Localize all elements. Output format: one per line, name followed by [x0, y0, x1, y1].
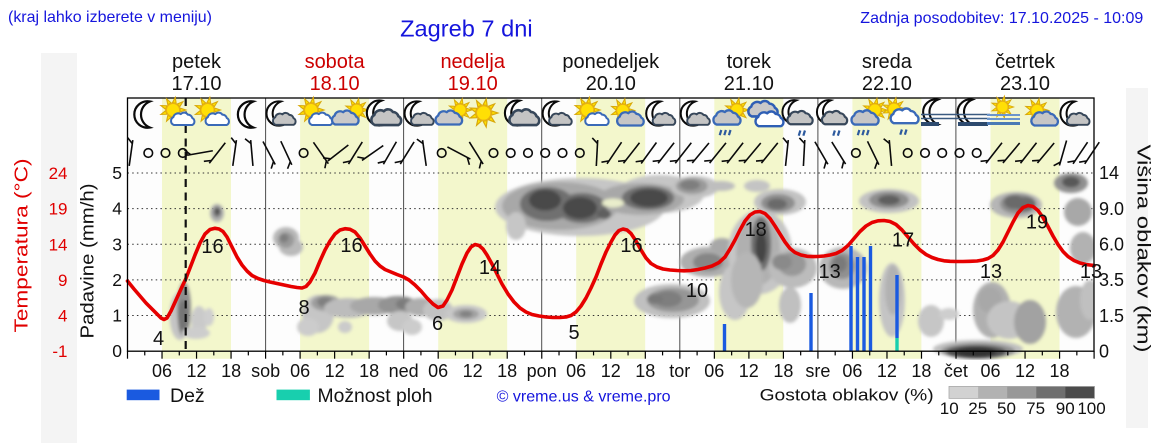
svg-text:18: 18	[359, 361, 379, 381]
svg-text:sre: sre	[805, 361, 830, 381]
svg-text:torek: torek	[727, 51, 772, 73]
svg-text:sreda: sreda	[862, 51, 913, 73]
svg-text:sob: sob	[251, 361, 280, 381]
svg-text:Gostota oblakov (%): Gostota oblakov (%)	[760, 386, 934, 405]
svg-text:sobota: sobota	[305, 51, 366, 73]
svg-text:13: 13	[818, 261, 840, 283]
svg-text:18.10: 18.10	[310, 73, 360, 95]
svg-text:6: 6	[432, 313, 443, 335]
svg-text:16: 16	[620, 235, 642, 257]
svg-text:12: 12	[463, 361, 483, 381]
svg-text:Temperatura (°C): Temperatura (°C)	[11, 159, 32, 333]
svg-text:17.10: 17.10	[171, 73, 221, 95]
svg-text:četrtek: četrtek	[995, 51, 1056, 73]
svg-text:8: 8	[298, 297, 309, 319]
svg-text:-1: -1	[52, 342, 67, 361]
svg-text:Višina oblakov (km): Višina oblakov (km)	[1134, 145, 1152, 353]
svg-text:06: 06	[980, 361, 1000, 381]
svg-text:6.0: 6.0	[1099, 235, 1124, 255]
svg-text:75: 75	[1026, 399, 1045, 418]
svg-text:06: 06	[704, 361, 724, 381]
svg-text:18: 18	[773, 361, 793, 381]
svg-text:4: 4	[153, 328, 164, 350]
svg-text:24: 24	[49, 164, 68, 183]
svg-text:Dež: Dež	[170, 385, 205, 407]
svg-text:9.0: 9.0	[1099, 199, 1124, 219]
svg-text:18: 18	[745, 219, 767, 241]
svg-text:18: 18	[635, 361, 655, 381]
svg-text:12: 12	[1015, 361, 1035, 381]
svg-text:5: 5	[112, 163, 122, 183]
svg-text:10: 10	[686, 280, 708, 302]
svg-text:12: 12	[877, 361, 897, 381]
svg-text:13: 13	[1080, 261, 1102, 283]
svg-text:Padavine (mm/h): Padavine (mm/h)	[77, 184, 98, 339]
svg-text:16: 16	[340, 235, 362, 257]
svg-text:10: 10	[940, 399, 959, 418]
svg-text:1: 1	[112, 306, 122, 326]
svg-text:Zagreb 7 dni: Zagreb 7 dni	[400, 15, 532, 41]
svg-text:18: 18	[911, 361, 931, 381]
svg-text:petek: petek	[172, 51, 222, 73]
svg-text:2: 2	[112, 270, 122, 290]
svg-text:14: 14	[1099, 163, 1119, 183]
svg-text:22.10: 22.10	[862, 73, 912, 95]
svg-text:12: 12	[739, 361, 759, 381]
svg-text:100: 100	[1077, 399, 1105, 418]
svg-text:5: 5	[568, 322, 579, 344]
svg-text:19: 19	[1026, 212, 1048, 234]
svg-text:Zadnja posodobitev: 17.10.2025: Zadnja posodobitev: 17.10.2025 - 10:09	[860, 10, 1143, 27]
svg-text:17: 17	[892, 230, 914, 252]
svg-text:1.5: 1.5	[1099, 306, 1124, 326]
svg-text:06: 06	[428, 361, 448, 381]
svg-text:19.10: 19.10	[448, 73, 498, 95]
svg-text:tor: tor	[669, 361, 690, 381]
svg-text:19: 19	[49, 200, 68, 219]
svg-text:16: 16	[201, 236, 223, 258]
svg-text:12: 12	[325, 361, 345, 381]
svg-text:21.10: 21.10	[724, 73, 774, 95]
svg-text:90: 90	[1056, 399, 1075, 418]
svg-text:06: 06	[290, 361, 310, 381]
svg-text:4: 4	[58, 307, 67, 326]
svg-text:18: 18	[1049, 361, 1069, 381]
svg-text:23.10: 23.10	[1000, 73, 1050, 95]
svg-text:Možnost ploh: Možnost ploh	[318, 386, 433, 407]
svg-text:12: 12	[186, 361, 206, 381]
svg-text:3.5: 3.5	[1099, 270, 1124, 290]
svg-text:25: 25	[968, 399, 987, 418]
svg-text:06: 06	[152, 361, 172, 381]
svg-text:20.10: 20.10	[586, 73, 636, 95]
svg-text:nedelja: nedelja	[440, 51, 505, 73]
svg-text:14: 14	[479, 257, 501, 279]
svg-text:pon: pon	[527, 361, 557, 381]
svg-text:50: 50	[997, 399, 1016, 418]
svg-text:ponedeljek: ponedeljek	[562, 51, 660, 73]
svg-text:18: 18	[497, 361, 517, 381]
svg-text:3: 3	[112, 234, 122, 254]
svg-text:13: 13	[980, 261, 1002, 283]
svg-text:9: 9	[58, 271, 67, 290]
svg-text:0: 0	[112, 341, 122, 361]
svg-text:4: 4	[112, 199, 122, 219]
svg-text:0: 0	[1099, 341, 1109, 361]
svg-text:(kraj lahko izberete v meniju): (kraj lahko izberete v meniju)	[8, 9, 212, 26]
svg-text:14: 14	[49, 235, 68, 254]
svg-text:18: 18	[221, 361, 241, 381]
svg-text:čet: čet	[944, 361, 968, 381]
svg-text:ned: ned	[389, 361, 419, 381]
svg-text:06: 06	[842, 361, 862, 381]
svg-text:06: 06	[566, 361, 586, 381]
svg-text:© vreme.us & vreme.pro: © vreme.us & vreme.pro	[497, 389, 671, 406]
svg-text:12: 12	[601, 361, 621, 381]
